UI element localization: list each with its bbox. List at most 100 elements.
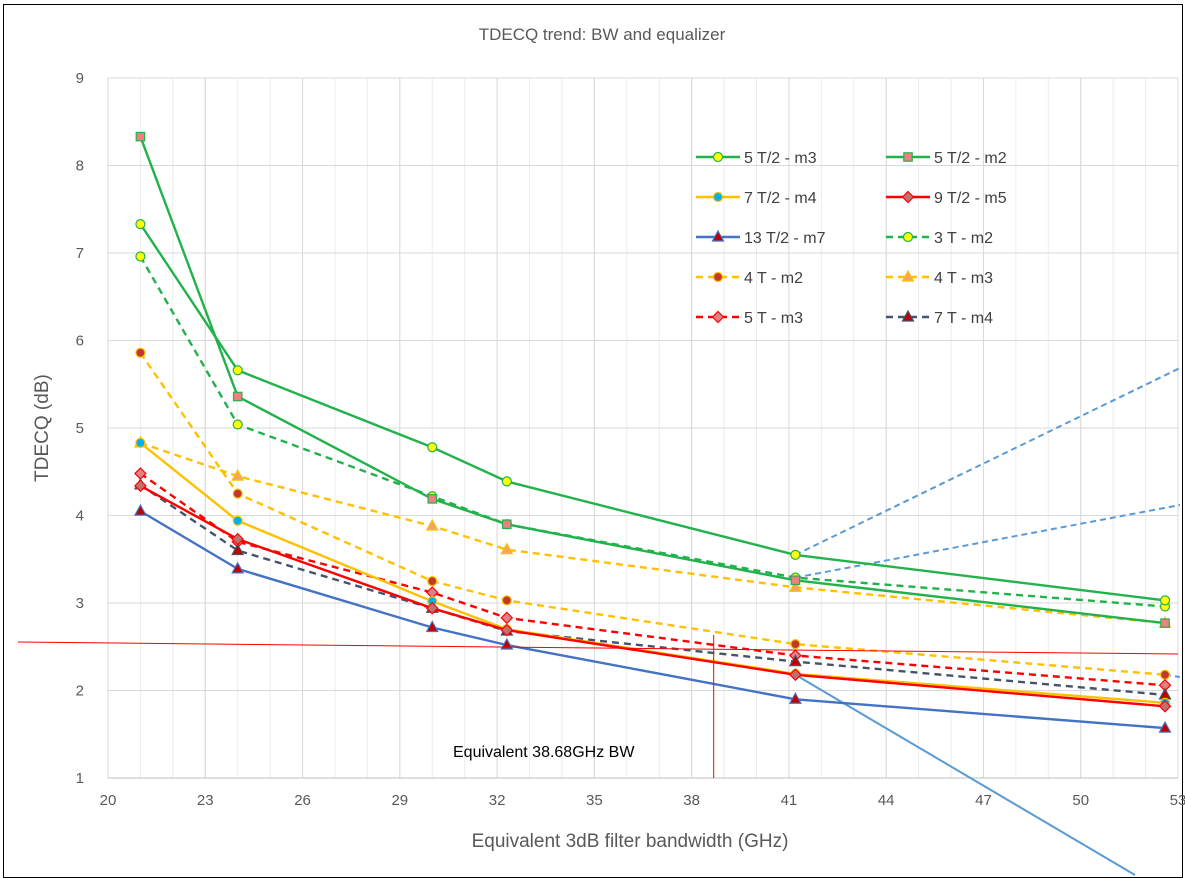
legend-item: 4 T - m3 (886, 269, 993, 287)
data-point (712, 151, 724, 163)
data-point (135, 219, 146, 230)
data-point (232, 515, 243, 526)
chart-title: TDECQ trend: BW and equalizer (479, 25, 726, 44)
series-layer (133, 131, 1172, 733)
data-point (231, 532, 245, 546)
callout-line (794, 367, 1181, 556)
y-tick-label: 3 (76, 595, 84, 612)
data-point (501, 476, 512, 487)
y-tick-label: 1 (76, 770, 84, 787)
data-point (425, 620, 439, 633)
legend-item: 4 T - m2 (696, 270, 803, 287)
data-point (135, 251, 146, 262)
legend-item: 5 T/2 - m2 (886, 150, 1007, 167)
threshold-line (17, 641, 1179, 655)
reference-lines (17, 635, 1179, 778)
annotation-label: Equivalent 38.68GHz BW (453, 744, 635, 761)
data-point (788, 692, 802, 704)
series-7-t-2-m4 (135, 437, 1171, 708)
x-tick-label: 20 (100, 792, 117, 809)
data-point (232, 488, 243, 499)
legend-label: 7 T/2 - m4 (744, 190, 817, 207)
series-4-t-m3 (133, 435, 1172, 628)
data-point (133, 503, 147, 516)
series-line (139, 510, 1166, 730)
legend-label: 4 T - m3 (934, 270, 993, 287)
data-point (231, 543, 245, 556)
data-point (134, 479, 147, 493)
callout-line (794, 673, 1136, 876)
series-5-t-2-m2 (135, 131, 1170, 628)
x-tick-label: 38 (683, 792, 700, 809)
series-5-t-2-m3 (135, 219, 1171, 606)
legend-item: 3 T - m2 (886, 230, 993, 247)
series-line (140, 441, 1166, 625)
chart-frame (3, 4, 1183, 878)
data-point (788, 654, 802, 667)
data-point (500, 542, 514, 555)
legend-item: 5 T/2 - m3 (696, 150, 817, 167)
data-point (135, 131, 146, 142)
data-point (711, 229, 725, 242)
data-point (903, 152, 913, 162)
series-line (139, 352, 1166, 676)
data-point (232, 419, 243, 430)
legend-item: 9 T/2 - m5 (886, 190, 1007, 207)
legend-item: 7 T - m4 (886, 309, 993, 327)
legend-item: 7 T/2 - m4 (696, 190, 817, 207)
data-point (790, 549, 801, 560)
y-tick-label: 8 (76, 158, 84, 175)
legend-label: 3 T - m2 (934, 230, 993, 247)
data-point (901, 309, 915, 322)
data-point (232, 365, 243, 376)
data-point (500, 637, 514, 650)
legend-label: 13 T/2 - m7 (744, 230, 826, 247)
data-point (425, 518, 439, 531)
grid-layer (107, 77, 1179, 779)
series-7-t-m4 (133, 477, 1172, 700)
series-9-t-2-m5 (134, 479, 1172, 713)
data-point (711, 310, 725, 324)
y-tick-label: 7 (76, 245, 84, 262)
data-point (1158, 720, 1172, 733)
data-point (1159, 669, 1171, 680)
x-tick-label: 47 (975, 792, 992, 809)
data-point (135, 437, 146, 448)
data-point (427, 494, 438, 504)
x-tick-label: 32 (489, 792, 506, 809)
legend-label: 7 T - m4 (934, 310, 993, 327)
legend-label: 4 T - m2 (744, 270, 803, 287)
data-point (502, 519, 512, 530)
data-point (500, 623, 514, 637)
y-axis-label: TDECQ (dB) (32, 374, 53, 482)
callout-line (795, 504, 1181, 579)
series-line (139, 483, 1166, 697)
series-line (139, 223, 1166, 602)
y-tick-label: 5 (76, 420, 84, 437)
x-tick-label: 41 (781, 792, 798, 809)
data-point (231, 561, 245, 574)
data-point (501, 595, 512, 606)
data-point (1159, 595, 1171, 606)
data-point (1160, 618, 1170, 628)
x-tick-label: 50 (1072, 792, 1089, 809)
data-point (427, 576, 438, 587)
x-axis-label: Equivalent 3dB filter bandwidth (GHz) (472, 831, 789, 852)
series-4-t-m2 (135, 347, 1171, 680)
y-tick-label: 6 (76, 333, 84, 350)
legend: 5 T/2 - m3 5 T/2 - m2 7 T/2 - m4 9 T/2 - m5… (696, 150, 1007, 327)
y-tick-label: 4 (76, 508, 84, 525)
x-tick-label: 29 (391, 792, 408, 809)
legend-item: 5 T - m3 (696, 310, 803, 327)
data-point (790, 639, 801, 650)
x-tick-label: 23 (197, 792, 214, 809)
data-point (500, 611, 514, 625)
data-point (232, 391, 243, 402)
x-tick-label: 53 (1170, 792, 1185, 809)
legend-label: 9 T/2 - m5 (934, 190, 1007, 207)
data-point (902, 231, 914, 243)
x-tick-label: 26 (294, 792, 311, 809)
series-line (139, 441, 1166, 704)
